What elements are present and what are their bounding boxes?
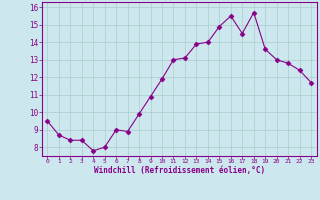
X-axis label: Windchill (Refroidissement éolien,°C): Windchill (Refroidissement éolien,°C) <box>94 166 265 175</box>
